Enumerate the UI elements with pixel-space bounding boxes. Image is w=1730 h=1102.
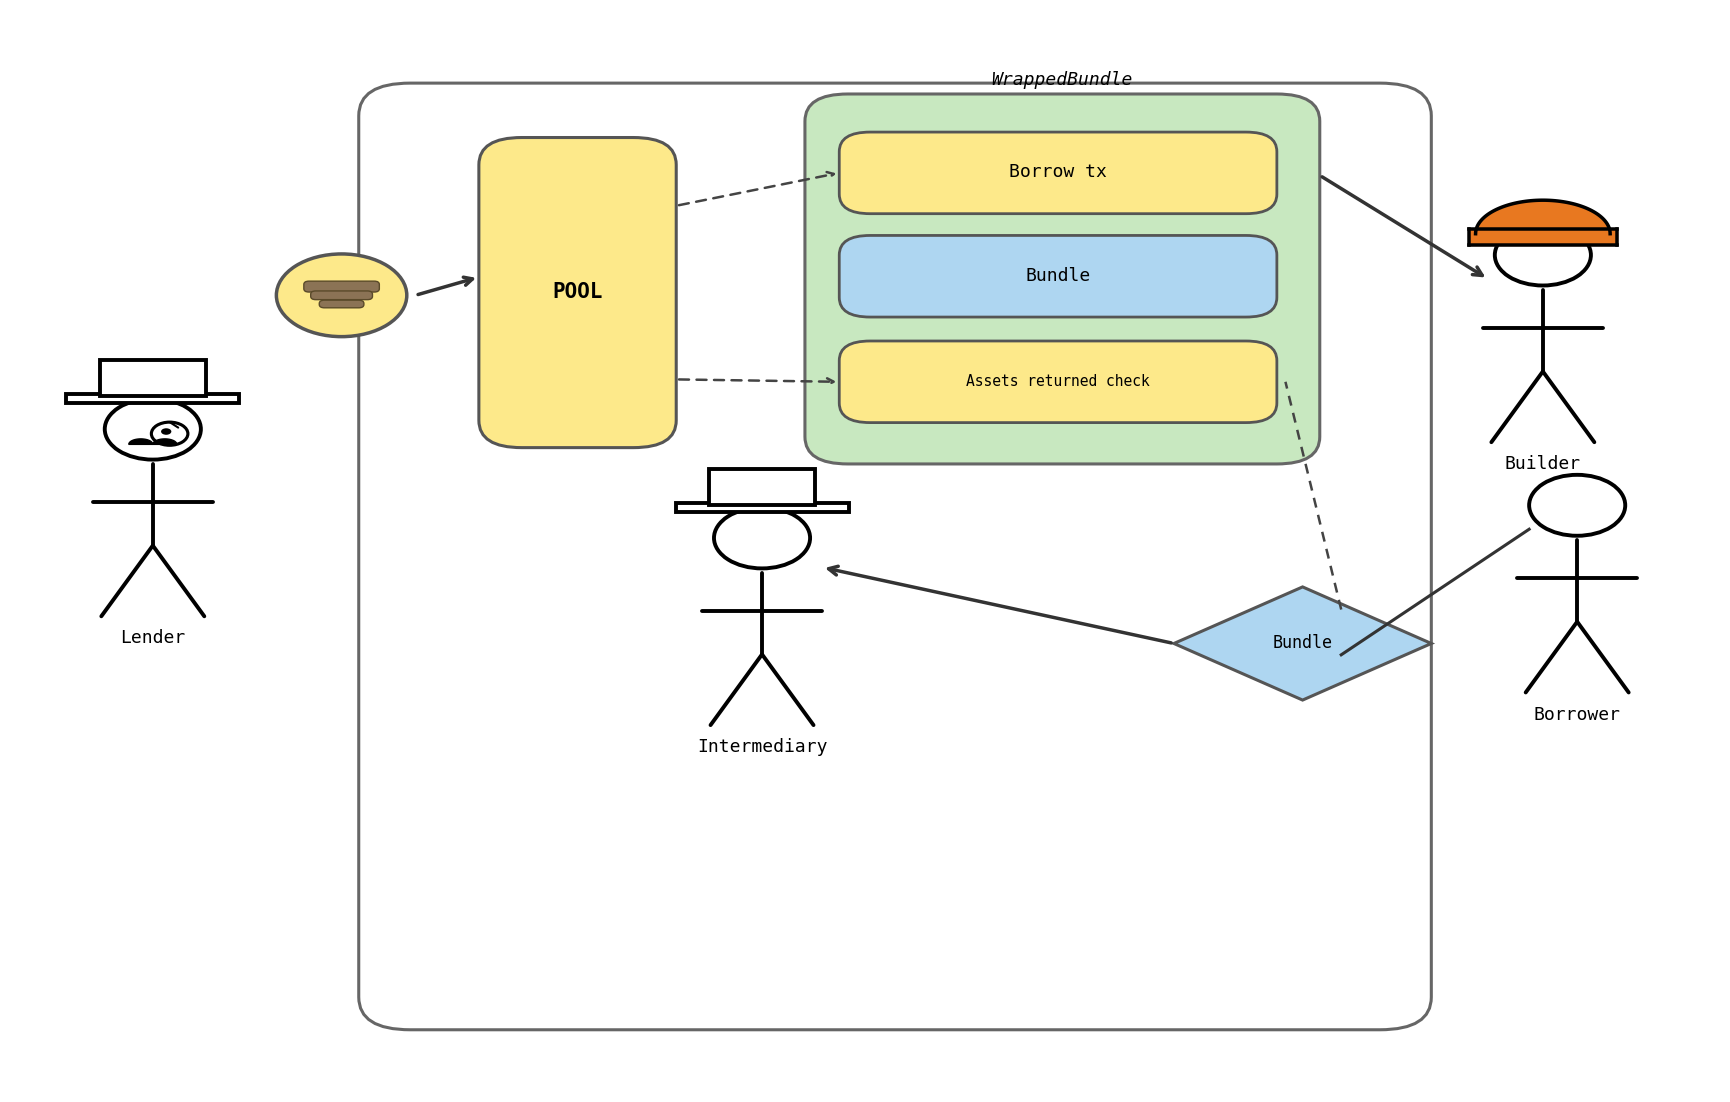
- FancyBboxPatch shape: [839, 341, 1277, 422]
- FancyBboxPatch shape: [66, 395, 239, 403]
- FancyBboxPatch shape: [479, 138, 676, 447]
- Circle shape: [106, 399, 201, 460]
- Text: Borrow tx: Borrow tx: [1009, 163, 1107, 182]
- Text: Assets returned check: Assets returned check: [965, 374, 1150, 389]
- Circle shape: [277, 253, 407, 336]
- Polygon shape: [152, 439, 176, 444]
- Text: Borrower: Borrower: [1535, 705, 1621, 724]
- FancyBboxPatch shape: [358, 83, 1431, 1029]
- Circle shape: [714, 508, 810, 569]
- FancyBboxPatch shape: [100, 360, 206, 397]
- Polygon shape: [128, 439, 152, 444]
- FancyBboxPatch shape: [311, 291, 372, 300]
- FancyBboxPatch shape: [839, 236, 1277, 317]
- FancyBboxPatch shape: [304, 281, 379, 292]
- FancyBboxPatch shape: [839, 132, 1277, 214]
- Circle shape: [1529, 475, 1624, 536]
- Text: Lender: Lender: [119, 629, 185, 647]
- FancyBboxPatch shape: [320, 300, 363, 307]
- FancyBboxPatch shape: [709, 468, 815, 506]
- Text: Bundle: Bundle: [1026, 267, 1090, 284]
- Text: WrappedBundle: WrappedBundle: [991, 71, 1133, 88]
- Text: Intermediary: Intermediary: [697, 738, 827, 756]
- Circle shape: [1495, 225, 1592, 285]
- Polygon shape: [1476, 201, 1611, 234]
- Text: POOL: POOL: [552, 282, 602, 302]
- Text: Bundle: Bundle: [1273, 635, 1332, 652]
- Circle shape: [161, 429, 171, 435]
- Polygon shape: [1175, 587, 1431, 700]
- FancyBboxPatch shape: [675, 504, 848, 511]
- Text: Builder: Builder: [1505, 455, 1581, 473]
- Polygon shape: [1469, 229, 1618, 245]
- FancyBboxPatch shape: [804, 94, 1320, 464]
